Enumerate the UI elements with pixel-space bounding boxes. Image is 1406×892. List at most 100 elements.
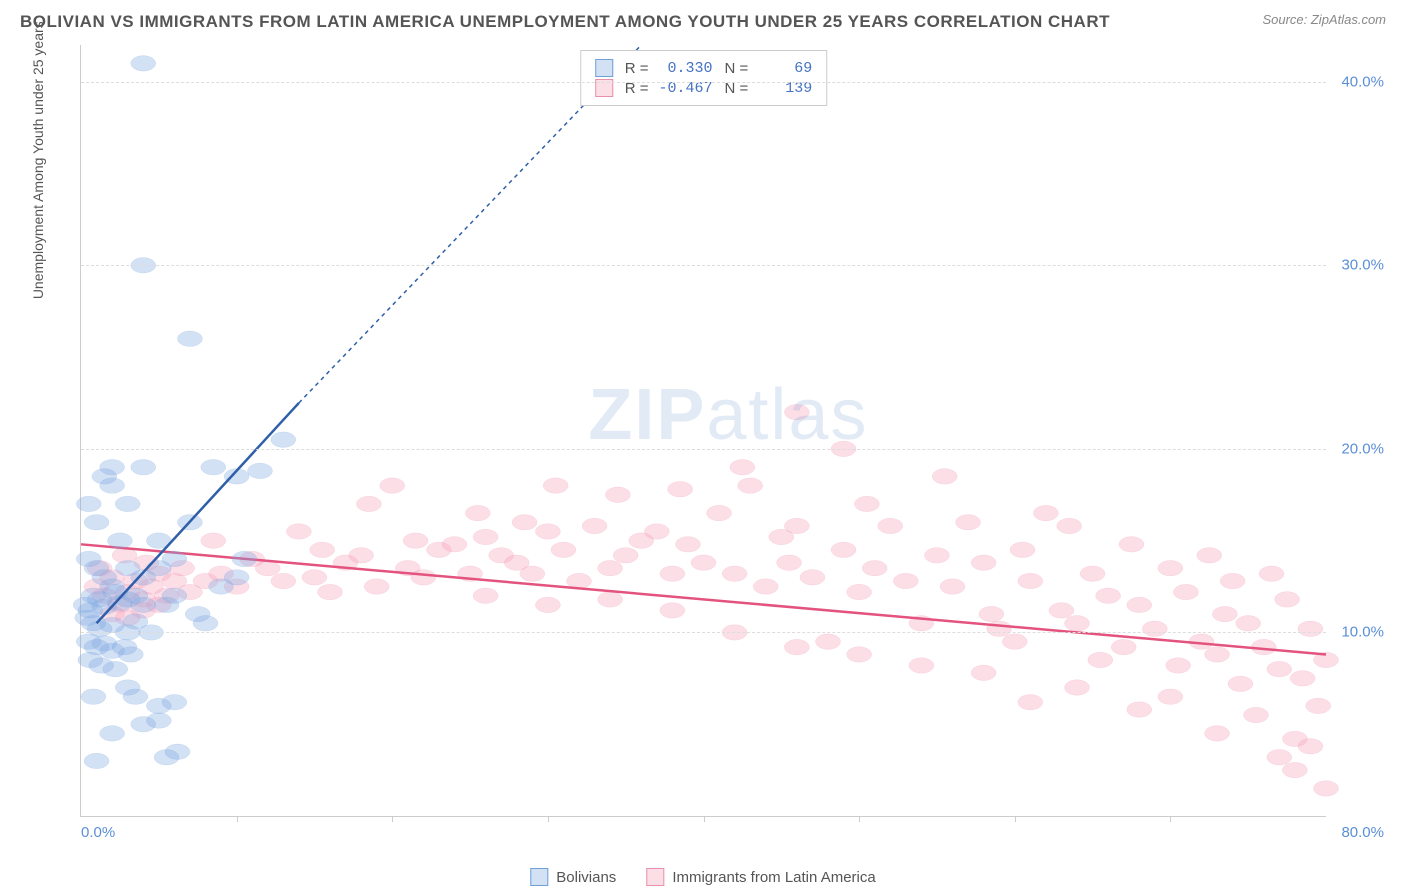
data-point bbox=[271, 573, 296, 588]
data-point bbox=[201, 460, 226, 475]
legend-item-2: Immigrants from Latin America bbox=[646, 868, 875, 886]
data-point bbox=[520, 566, 545, 581]
data-point bbox=[442, 537, 467, 552]
x-tick bbox=[704, 816, 705, 822]
data-point bbox=[730, 460, 755, 475]
data-point bbox=[598, 592, 623, 607]
data-point bbox=[543, 478, 568, 493]
data-point bbox=[1018, 694, 1043, 709]
data-point bbox=[154, 597, 179, 612]
data-point bbox=[1275, 592, 1300, 607]
x-tick bbox=[548, 816, 549, 822]
data-point bbox=[1205, 726, 1230, 741]
data-point bbox=[831, 542, 856, 557]
chart-container: Unemployment Among Youth under 25 years … bbox=[50, 45, 1326, 842]
data-point bbox=[1111, 639, 1136, 654]
data-point bbox=[1267, 661, 1292, 676]
y-tick-label: 10.0% bbox=[1341, 624, 1384, 641]
data-point bbox=[924, 548, 949, 563]
data-point bbox=[302, 570, 327, 585]
x-tick bbox=[237, 816, 238, 822]
y-axis-label: Unemployment Among Youth under 25 years bbox=[30, 21, 46, 299]
data-point bbox=[162, 694, 187, 709]
data-point bbox=[115, 496, 140, 511]
data-point bbox=[1306, 698, 1331, 713]
data-point bbox=[1197, 548, 1222, 563]
data-point bbox=[598, 560, 623, 575]
plot-area: ZIPatlas R = 0.330 N = 69 R = -0.467 N =… bbox=[80, 45, 1326, 817]
legend-swatch-2 bbox=[646, 868, 664, 886]
data-point bbox=[1158, 560, 1183, 575]
data-point bbox=[1080, 566, 1105, 581]
data-point bbox=[893, 573, 918, 588]
gridline-h bbox=[81, 82, 1326, 83]
data-point bbox=[165, 744, 190, 759]
data-point bbox=[707, 505, 732, 520]
data-point bbox=[1259, 566, 1284, 581]
data-point bbox=[403, 533, 428, 548]
data-point bbox=[1033, 505, 1058, 520]
data-point bbox=[123, 689, 148, 704]
stat-r-label: R = bbox=[625, 60, 649, 77]
gridline-h bbox=[81, 632, 1326, 633]
data-point bbox=[932, 469, 957, 484]
data-point bbox=[1267, 750, 1292, 765]
swatch-series1 bbox=[595, 59, 613, 77]
legend: Bolivians Immigrants from Latin America bbox=[530, 868, 875, 886]
x-tick-label: 0.0% bbox=[81, 824, 115, 841]
data-point bbox=[971, 665, 996, 680]
data-point bbox=[1228, 676, 1253, 691]
data-point bbox=[1173, 584, 1198, 599]
x-tick bbox=[859, 816, 860, 822]
data-point bbox=[473, 529, 498, 544]
data-point bbox=[224, 570, 249, 585]
data-point bbox=[162, 551, 187, 566]
data-point bbox=[691, 555, 716, 570]
data-point bbox=[271, 432, 296, 447]
data-point bbox=[356, 496, 381, 511]
data-point bbox=[512, 515, 537, 530]
legend-label-1: Bolivians bbox=[556, 869, 616, 886]
data-point bbox=[131, 56, 156, 71]
data-point bbox=[100, 478, 125, 493]
data-point bbox=[738, 478, 763, 493]
data-point bbox=[979, 606, 1004, 621]
data-point bbox=[675, 537, 700, 552]
data-point bbox=[1065, 680, 1090, 695]
data-point bbox=[1049, 603, 1074, 618]
data-point bbox=[1205, 647, 1230, 662]
legend-label-2: Immigrants from Latin America bbox=[672, 869, 875, 886]
data-point bbox=[1096, 588, 1121, 603]
data-point bbox=[956, 515, 981, 530]
data-point bbox=[816, 634, 841, 649]
data-point bbox=[131, 597, 156, 612]
data-point bbox=[1010, 542, 1035, 557]
data-point bbox=[1065, 616, 1090, 631]
data-point bbox=[605, 487, 630, 502]
stats-box: R = 0.330 N = 69 R = -0.467 N = 139 bbox=[580, 50, 828, 106]
data-point bbox=[1119, 537, 1144, 552]
data-point bbox=[1236, 616, 1261, 631]
data-point bbox=[753, 579, 778, 594]
data-point bbox=[286, 524, 311, 539]
data-point bbox=[854, 496, 879, 511]
gridline-h bbox=[81, 449, 1326, 450]
data-point bbox=[613, 548, 638, 563]
gridline-h bbox=[81, 265, 1326, 266]
data-point bbox=[660, 603, 685, 618]
x-tick bbox=[1170, 816, 1171, 822]
data-point bbox=[668, 482, 693, 497]
data-point bbox=[193, 616, 218, 631]
chart-title: BOLIVIAN VS IMMIGRANTS FROM LATIN AMERIC… bbox=[20, 12, 1110, 32]
data-point bbox=[644, 524, 669, 539]
data-point bbox=[1290, 671, 1315, 686]
data-point bbox=[800, 570, 825, 585]
data-point bbox=[1142, 621, 1167, 636]
data-point bbox=[847, 647, 872, 662]
x-tick-label: 80.0% bbox=[1341, 824, 1384, 841]
legend-item-1: Bolivians bbox=[530, 868, 616, 886]
y-tick-label: 30.0% bbox=[1341, 257, 1384, 274]
data-point bbox=[1244, 707, 1269, 722]
data-point bbox=[535, 597, 560, 612]
y-tick-label: 20.0% bbox=[1341, 440, 1384, 457]
